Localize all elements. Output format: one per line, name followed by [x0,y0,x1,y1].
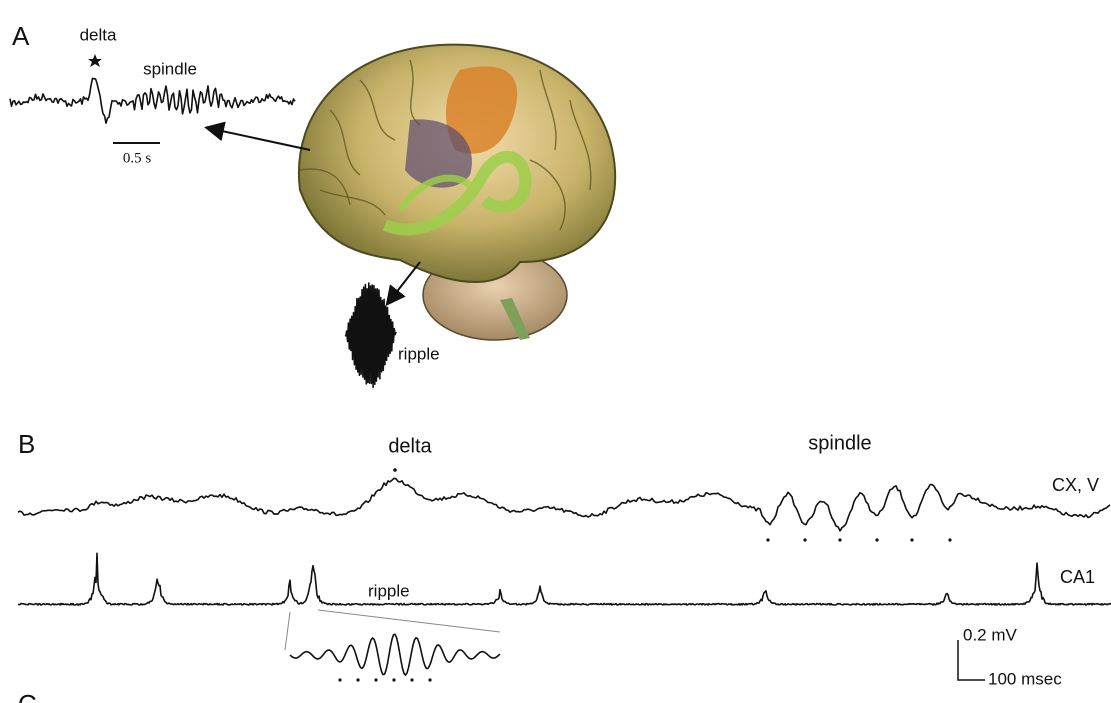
zoom-line [284,611,291,651]
marker-dot [766,538,770,542]
marker-dot [948,538,952,542]
ripple-label: ripple [368,581,410,600]
ripple-trace [344,282,397,389]
marker-dot [374,678,378,682]
scale-bar [957,640,985,681]
arrow [385,261,421,307]
scale-label: 0.5 s [123,150,152,166]
ripple-label: ripple [398,344,440,363]
ripple-markers [338,678,432,682]
spindle-markers [766,538,952,542]
ca1-trace [17,552,1111,606]
eeg-trace [9,77,296,124]
spindle-label: spindle [808,432,871,454]
ripple-inset-trace [289,633,501,676]
marker-dot [356,678,360,682]
delta-marker [88,54,102,67]
ca1-trace-label: CA1 [1060,567,1095,587]
panel-label: B [18,429,35,459]
panel-label: A [12,21,30,51]
zoom-line [317,609,501,633]
marker-dot [428,678,432,682]
marker-dot [875,538,879,542]
delta-label: delta [388,435,432,457]
cx-trace-label: CX, V [1052,475,1099,495]
time-scale-label: 100 msec [988,669,1062,688]
marker-dot [803,538,807,542]
marker-dot [392,678,396,682]
marker-dot [410,678,414,682]
cx-trace [17,477,1111,532]
marker-dot [338,678,342,682]
voltage-scale-label: 0.2 mV [963,625,1018,644]
marker-dot [838,538,842,542]
delta-marker [393,468,397,472]
brain-illustration [297,43,617,341]
panel-label: C [18,689,37,703]
arrow [204,121,311,151]
marker-dot [910,538,914,542]
delta-label: delta [80,25,117,44]
spindle-label: spindle [143,59,197,78]
